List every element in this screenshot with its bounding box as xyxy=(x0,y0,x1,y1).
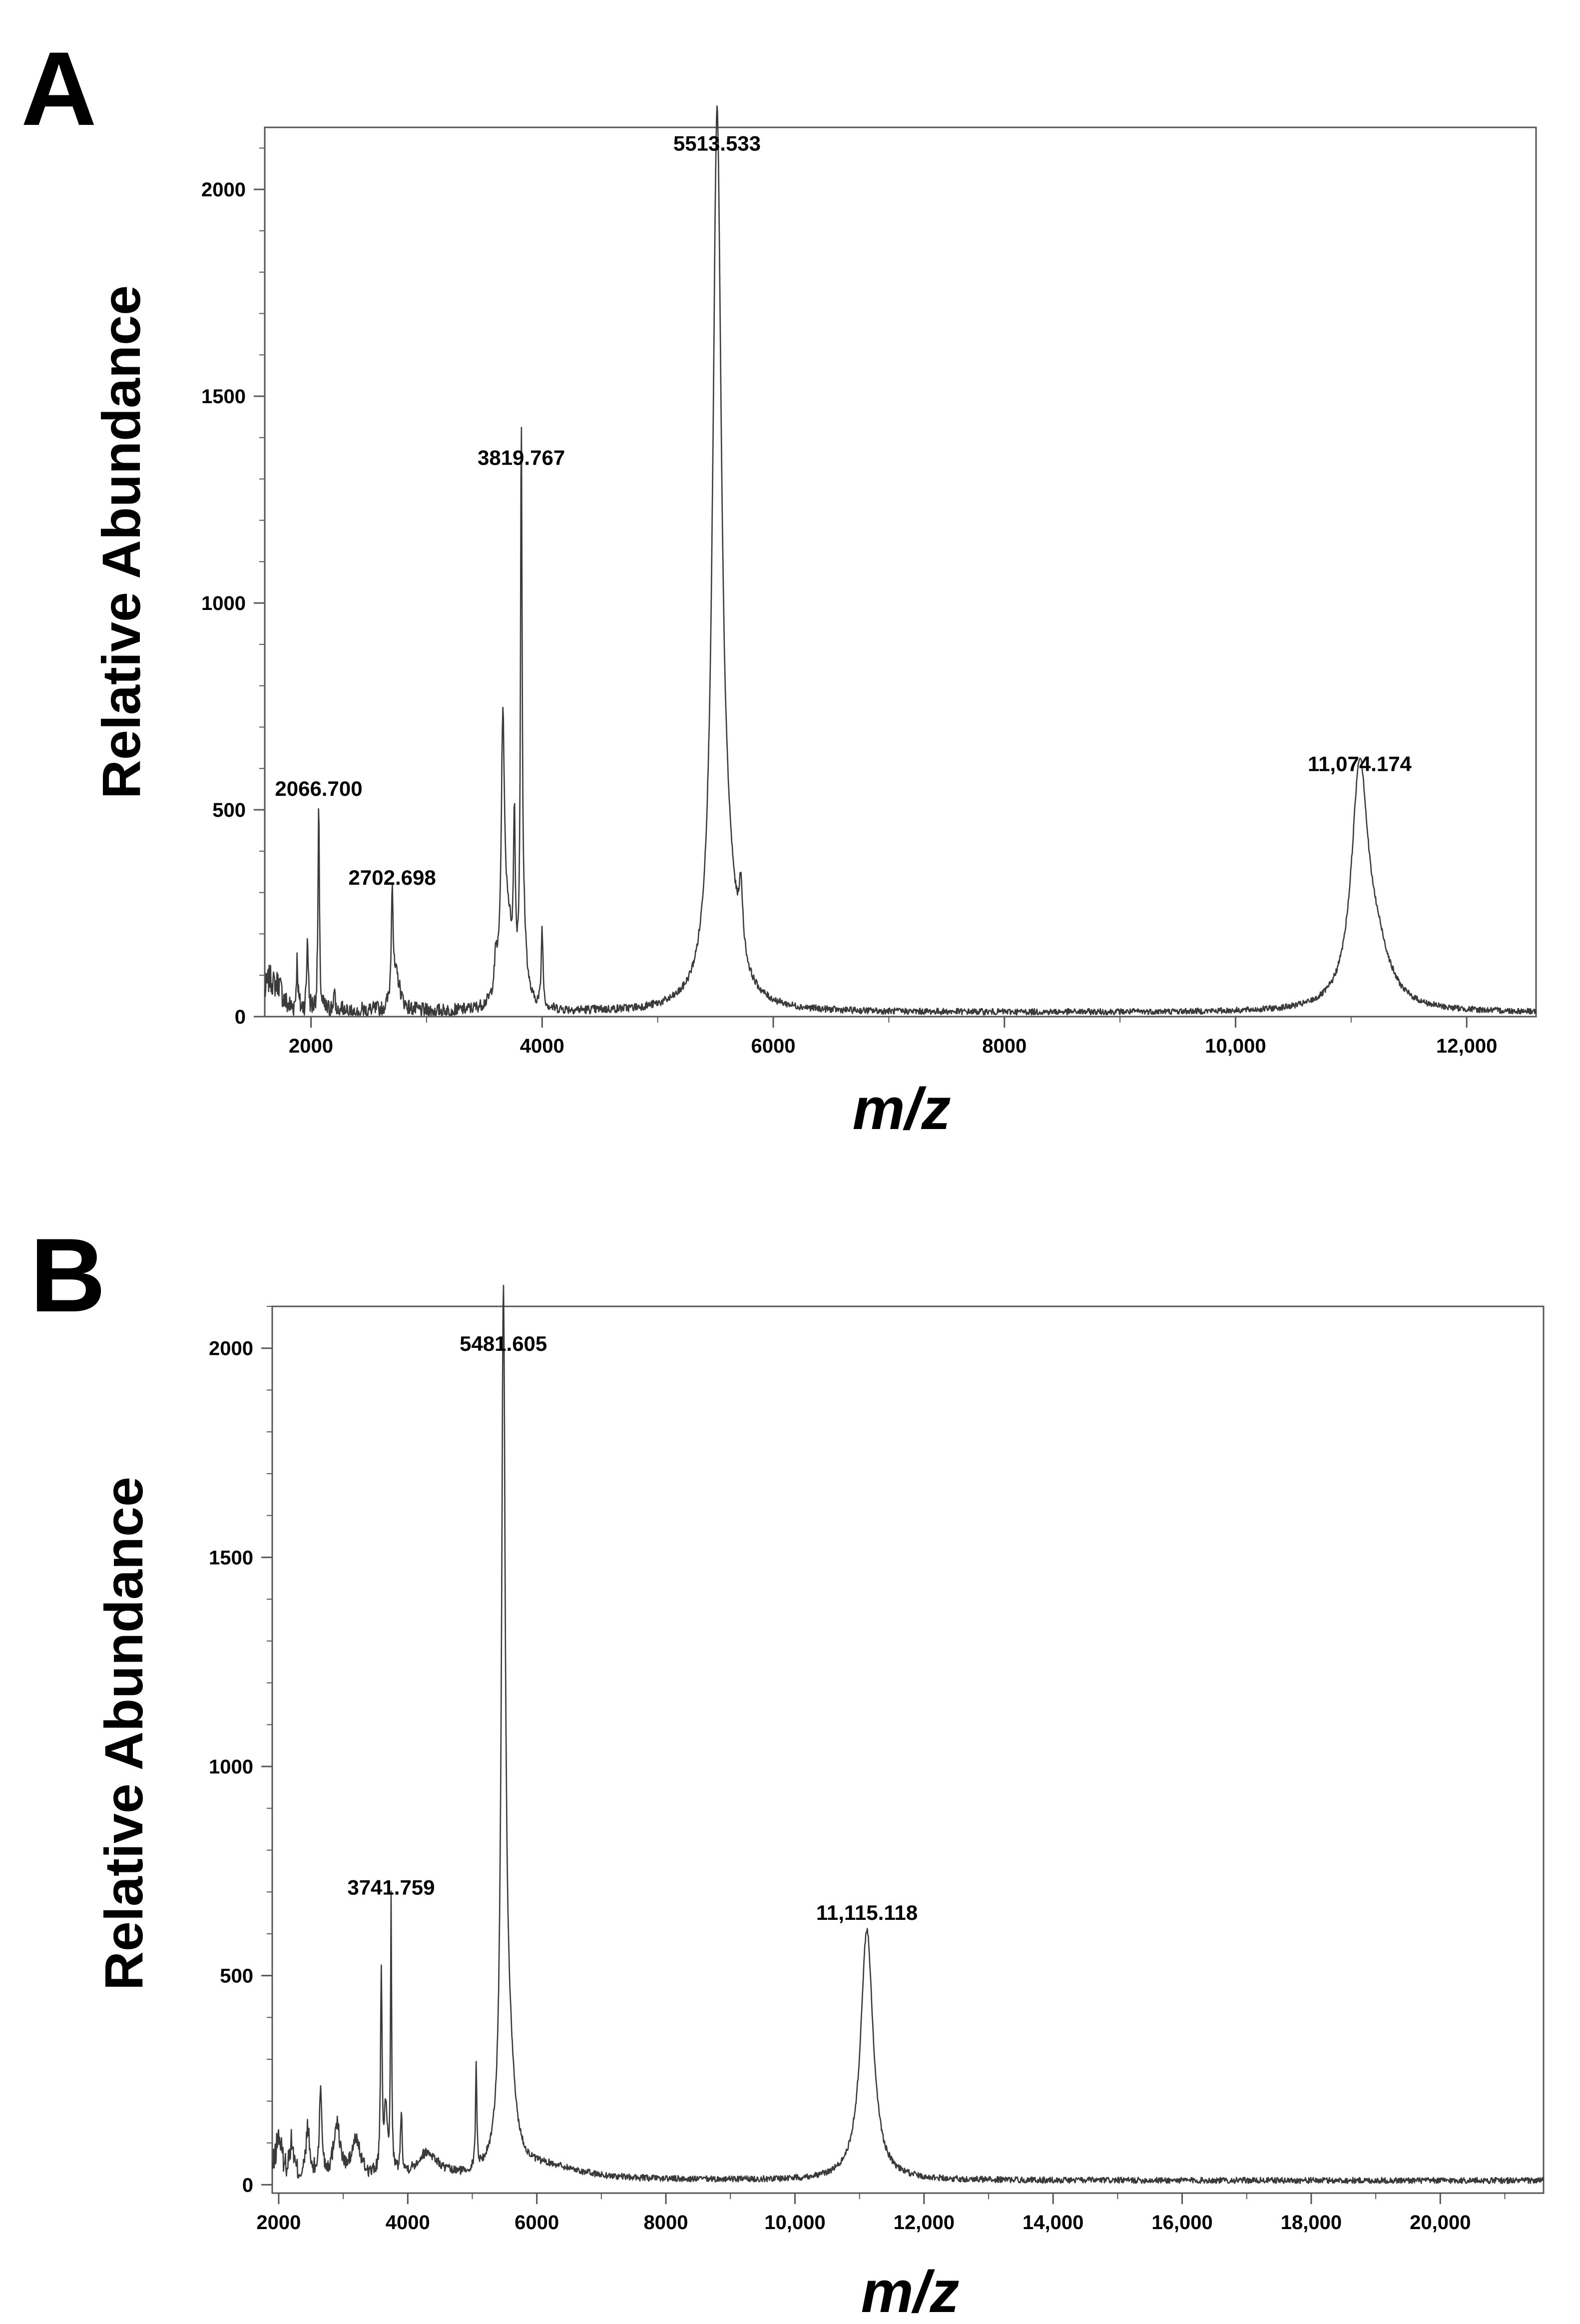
peak-label-a-1: 2702.698 xyxy=(349,866,436,889)
y-tick-label-b-0: 0 xyxy=(242,2174,253,2196)
spectrum-trace-a xyxy=(264,105,1537,1017)
x-tick-label-b-8000: 8000 xyxy=(644,2212,688,2234)
x-tick-label-b-6000: 6000 xyxy=(515,2212,559,2234)
x-tick-label-a-6000: 6000 xyxy=(751,1035,796,1057)
y-tick-label-b-2000: 2000 xyxy=(209,1338,253,1360)
panel-letter-b: B xyxy=(30,1216,106,1334)
y-tick-label-b-1000: 1000 xyxy=(209,1756,253,1778)
x-tick-label-b-10000: 10,000 xyxy=(764,2212,825,2234)
plot-frame-a xyxy=(264,126,1537,1018)
y-tick-label-b-1500: 1500 xyxy=(209,1547,253,1569)
x-tick-label-b-12000: 12,000 xyxy=(894,2212,955,2234)
y-tick-label-a-2000: 2000 xyxy=(201,179,246,201)
spectrum-trace-b xyxy=(271,1284,1545,2185)
panel-letter-a: A xyxy=(21,30,97,147)
x-tick-label-b-20000: 20,000 xyxy=(1410,2212,1471,2234)
y-tick-label-a-1000: 1000 xyxy=(201,592,246,614)
x-tick-label-a-4000: 4000 xyxy=(520,1035,564,1057)
x-tick-label-a-12000: 12,000 xyxy=(1436,1035,1497,1057)
x-tick-label-a-8000: 8000 xyxy=(982,1035,1027,1057)
y-axis-title-a: Relative Abundance xyxy=(91,285,151,799)
peak-label-b-1: 5481.605 xyxy=(460,1332,547,1355)
y-axis-title-b: Relative Abundance xyxy=(93,1477,154,1990)
x-tick-label-b-2000: 2000 xyxy=(256,2212,301,2234)
x-tick-label-b-16000: 16,000 xyxy=(1151,2212,1212,2234)
x-tick-label-b-14000: 14,000 xyxy=(1023,2212,1083,2234)
peak-label-a-3: 5513.533 xyxy=(673,132,761,155)
y-tick-label-b-500: 500 xyxy=(220,1965,253,1987)
x-axis-title-a: m/z xyxy=(853,1076,951,1142)
peak-label-a-4: 11,074.174 xyxy=(1308,752,1412,775)
x-tick-label-b-4000: 4000 xyxy=(386,2212,430,2234)
peak-label-b-0: 3741.759 xyxy=(347,1876,435,1899)
peak-label-b-2: 11,115.118 xyxy=(816,1901,918,1924)
x-tick-label-a-10000: 10,000 xyxy=(1205,1035,1266,1057)
x-tick-label-b-18000: 18,000 xyxy=(1281,2212,1342,2234)
panel-a: A Relative Abundance m/z 0 500 1000 1500 200… xyxy=(21,30,1537,1142)
x-axis-title-b: m/z xyxy=(861,2259,960,2324)
panel-b: B Relative Abundance m/z 0 500 1000 1500 200… xyxy=(30,1216,1545,2324)
plot-area-b: 0 500 1000 1500 2000 2000 4000 6000 8000 10,000 12… xyxy=(209,1284,1545,2234)
y-tick-label-a-0: 0 xyxy=(235,1006,246,1028)
x-tick-label-a-2000: 2000 xyxy=(289,1035,333,1057)
peak-label-a-2: 3819.767 xyxy=(478,446,565,470)
plot-area-a: 0 500 1000 1500 2000 2000 4000 6000 8000 10,000 12… xyxy=(201,105,1537,1057)
plot-frame-b xyxy=(271,1305,1545,2194)
peak-label-a-0: 2066.700 xyxy=(275,777,362,800)
y-tick-label-a-1500: 1500 xyxy=(201,386,246,408)
y-tick-label-a-500: 500 xyxy=(212,799,246,821)
